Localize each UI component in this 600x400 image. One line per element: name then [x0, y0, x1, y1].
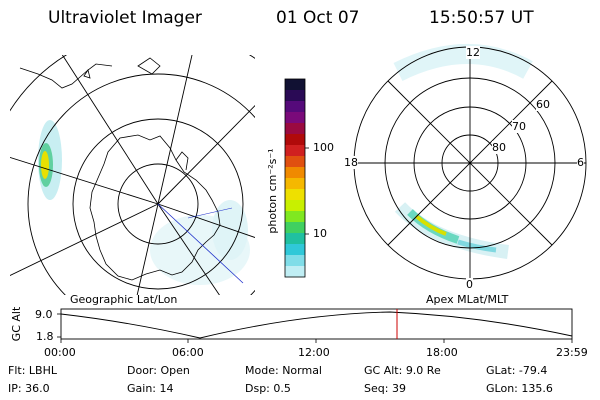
satellite-track — [187, 207, 233, 219]
mlat-label-70: 70 — [512, 120, 526, 133]
colorbar-frame — [284, 78, 306, 278]
x-tick-label: 06:00 — [172, 346, 204, 359]
info-mode: Mode: Normal — [245, 364, 322, 377]
latitude-circle — [27, 73, 255, 295]
magnetic-polar-map — [353, 44, 587, 280]
meridian-line — [61, 55, 159, 205]
colorbar-stripe — [285, 222, 305, 234]
colorbar: photon cm⁻²s⁻¹ — [266, 78, 309, 278]
colorbar-stripe — [285, 90, 305, 102]
info-dsp: Dsp: 0.5 — [245, 382, 291, 395]
continent-coastline — [19, 63, 113, 89]
app-title: Ultraviolet Imager — [48, 8, 202, 28]
meridian-line — [157, 203, 220, 295]
colorbar-stripe — [285, 156, 305, 168]
meridian-line — [10, 156, 159, 205]
mlt-label-12: 12 — [466, 46, 480, 59]
x-tick-label: 23:59 — [556, 346, 588, 359]
x-tick-label: 18:00 — [426, 346, 458, 359]
altitude-curve — [60, 311, 573, 339]
meridian-line — [157, 203, 255, 239]
right-panel-label: Apex MLat/MLT — [426, 293, 509, 306]
colorbar-stripe — [285, 255, 305, 267]
colorbar-stripe — [285, 134, 305, 146]
date-label: 01 Oct 07 — [276, 8, 360, 28]
info-seq: Seq: 39 — [364, 382, 406, 395]
timeline-ylabel: GC Alt — [10, 306, 23, 341]
mlat-label-60: 60 — [536, 98, 550, 111]
info-glat: GLat: -79.4 — [486, 364, 548, 377]
altitude-timeline: GC Alt — [10, 306, 573, 343]
colorbar-stripe — [285, 101, 305, 113]
time-label: 15:50:57 UT — [429, 8, 534, 28]
mlat-label-80: 80 — [492, 141, 506, 154]
aurora-oval — [457, 239, 497, 253]
colorbar-stripe — [285, 189, 305, 201]
latitude-circle — [117, 163, 199, 245]
info-flt: Flt: LBHL — [8, 364, 57, 377]
x-tick-label: 00:00 — [44, 346, 76, 359]
info-ip: IP: 36.0 — [8, 382, 50, 395]
latitude-circle — [72, 118, 244, 290]
colorbar-stripe — [285, 244, 305, 256]
aurora-oval-core — [414, 214, 447, 236]
info-gain: Gain: 14 — [127, 382, 174, 395]
mlt-meridian — [387, 80, 553, 246]
meridian-line — [157, 104, 255, 205]
satellite-track — [157, 203, 244, 284]
mlt-label-0: 0 — [466, 278, 473, 291]
colorbar-gradient — [285, 79, 305, 278]
info-glon: GLon: 135.6 — [486, 382, 553, 395]
colorbar-stripe — [285, 178, 305, 190]
colorbar-unit-label: photon cm⁻²s⁻¹ — [266, 148, 279, 233]
info-door: Door: Open — [127, 364, 190, 377]
y-tick-label: 9.0 — [35, 308, 53, 321]
colorbar-stripe — [285, 266, 305, 278]
mlt-label-18: 18 — [344, 156, 358, 169]
colorbar-stripe — [285, 112, 305, 124]
colorbar-stripe — [285, 79, 305, 91]
colorbar-stripe — [285, 145, 305, 157]
colorbar-stripe — [285, 200, 305, 212]
colorbar-stripe — [285, 233, 305, 245]
island-coastline — [83, 69, 91, 79]
meridian-line — [157, 55, 193, 205]
coastline-detail — [175, 151, 189, 171]
aurora-haze — [212, 200, 248, 260]
colorbar-tick-10: 10 — [313, 227, 327, 240]
meridian-line — [10, 203, 159, 277]
geographic-polar-map — [10, 55, 255, 295]
info-gc-alt: GC Alt: 9.0 Re — [364, 364, 441, 377]
mlt-label-6: 6 — [577, 156, 584, 169]
aurora-haze — [393, 44, 533, 82]
x-tick-label: 12:00 — [298, 346, 330, 359]
island-coastline — [137, 57, 161, 75]
colorbar-tick-100: 100 — [313, 141, 334, 154]
meridian-line — [136, 203, 159, 295]
colorbar-stripe — [285, 211, 305, 223]
antarctica-coastline — [89, 134, 221, 281]
aurora-core — [41, 151, 49, 179]
left-panel-label: Geographic Lat/Lon — [70, 293, 178, 306]
y-tick-label: 1.8 — [36, 330, 54, 343]
colorbar-stripe — [285, 123, 305, 135]
colorbar-stripe — [285, 167, 305, 179]
timeline-frame — [60, 308, 573, 340]
